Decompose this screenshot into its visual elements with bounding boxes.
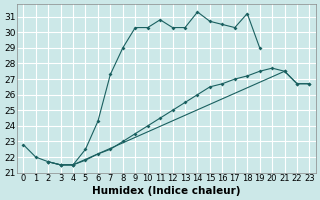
X-axis label: Humidex (Indice chaleur): Humidex (Indice chaleur)	[92, 186, 241, 196]
